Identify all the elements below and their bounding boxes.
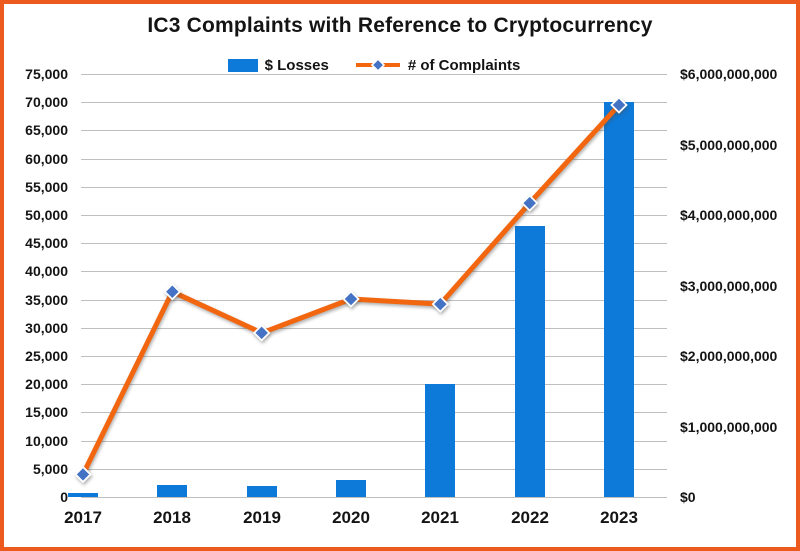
- bar-2017: [68, 493, 98, 497]
- x-axis-label-2021: 2021: [421, 508, 459, 527]
- x-axis-label-2017: 2017: [64, 508, 102, 527]
- right-axis-tick: $2,000,000,000: [680, 348, 778, 364]
- gridline: [81, 497, 667, 498]
- bar-2022: [515, 226, 545, 497]
- chart-title: IC3 Complaints with Reference to Cryptoc…: [147, 14, 653, 37]
- complaints-marker-2022: [520, 194, 539, 212]
- left-axis-tick: 55,000: [25, 179, 68, 195]
- x-axis-label-2022: 2022: [511, 508, 549, 527]
- gridline: [81, 271, 667, 272]
- legend-item-losses: $ Losses: [227, 56, 329, 74]
- right-axis-tick: $5,000,000,000: [680, 137, 778, 153]
- x-axis-label-2023: 2023: [600, 508, 638, 527]
- left-axis-tick: 0: [60, 489, 68, 505]
- x-axis-label-2018: 2018: [153, 508, 191, 527]
- bar-2018: [157, 485, 187, 497]
- gridline: [81, 469, 667, 470]
- left-axis-tick: 75,000: [25, 66, 68, 82]
- left-axis-tick: 45,000: [25, 235, 68, 251]
- right-axis-tick: $3,000,000,000: [680, 278, 778, 294]
- plot-area: 0 5,000 10,000 15,000 20,000 25,000 30,000 35,0…: [4, 4, 796, 547]
- gridline: [81, 159, 667, 160]
- gridline: [81, 215, 667, 216]
- left-axis-tick: 40,000: [25, 263, 68, 279]
- left-axis-tick: 35,000: [25, 292, 68, 308]
- right-axis-tick: $4,000,000,000: [680, 207, 778, 223]
- gridline: [81, 74, 667, 75]
- gridline: [81, 187, 667, 188]
- gridline: [81, 243, 667, 244]
- x-axis-label-2019: 2019: [243, 508, 281, 527]
- left-axis-tick: 65,000: [25, 122, 68, 138]
- right-axis-tick: $0: [680, 489, 696, 505]
- left-axis-tick: 5,000: [32, 461, 68, 477]
- complaints-line-swatch-icon: [355, 57, 400, 73]
- x-axis-label-2020: 2020: [332, 508, 370, 527]
- gridline: [81, 130, 667, 131]
- left-axis-tick: 20,000: [25, 376, 68, 392]
- left-axis-tick: 25,000: [25, 348, 68, 364]
- bar-2020: [336, 480, 366, 497]
- left-axis-tick: 30,000: [25, 320, 68, 336]
- gridline: [81, 441, 667, 442]
- bar-2023: [604, 102, 634, 497]
- right-axis-tick: $6,000,000,000: [680, 66, 778, 82]
- left-axis-tick: 50,000: [25, 207, 68, 223]
- gridline: [81, 412, 667, 413]
- gridline: [81, 356, 667, 357]
- complaints-marker-2021: [431, 295, 450, 313]
- complaints-legend-label: # of Complaints: [407, 56, 521, 74]
- gridline: [81, 300, 667, 301]
- left-axis-tick: 70,000: [25, 94, 68, 110]
- losses-legend-label: $ Losses: [264, 56, 329, 74]
- right-axis-tick: $1,000,000,000: [680, 419, 778, 435]
- gridline: [81, 328, 667, 329]
- legend-item-complaints: # of Complaints: [355, 56, 521, 74]
- gridline: [81, 102, 667, 103]
- complaints-marker-2018: [163, 282, 182, 301]
- losses-bar-swatch-icon: [227, 58, 258, 72]
- gridline: [81, 384, 667, 385]
- left-axis-tick: 60,000: [25, 151, 68, 167]
- bar-2021: [425, 384, 455, 497]
- left-axis-tick: 10,000: [25, 433, 68, 449]
- chart-legend: $ Losses # of Complaints: [81, 54, 667, 76]
- bar-2019: [247, 486, 277, 497]
- left-axis-tick: 15,000: [25, 404, 68, 420]
